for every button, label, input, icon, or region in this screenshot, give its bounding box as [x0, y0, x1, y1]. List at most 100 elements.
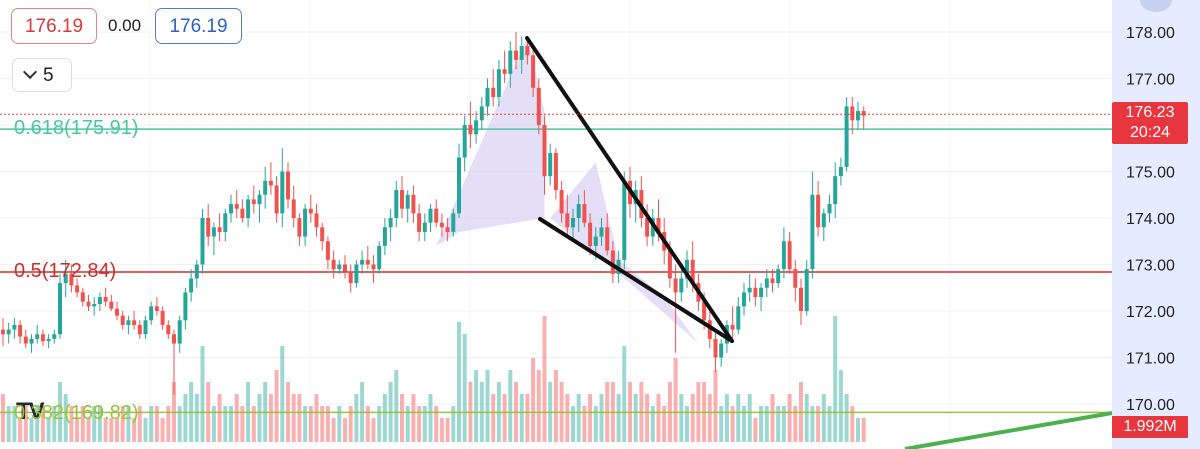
candle-body: [753, 287, 758, 298]
indicator-collapse-button[interactable]: 5: [12, 58, 72, 92]
candle-body: [274, 185, 279, 214]
candle-body: [781, 241, 786, 270]
price-tick-label: 172.00: [1126, 304, 1175, 321]
volume-bar: [582, 406, 587, 442]
indicator-count: 5: [43, 65, 54, 86]
volume-bar: [6, 406, 11, 442]
candle-body: [553, 152, 558, 191]
candle-body: [137, 324, 142, 335]
volume-bar: [753, 418, 758, 442]
volume-bar: [519, 394, 524, 442]
candle-body: [365, 259, 370, 265]
candle-body: [291, 199, 296, 218]
candle-body: [856, 111, 860, 121]
candle-body: [531, 55, 536, 88]
volume-bar: [633, 394, 638, 442]
volume-bar: [793, 406, 798, 442]
candle-body: [496, 69, 501, 98]
volume-bar: [137, 406, 142, 442]
bid-price-box[interactable]: 176.19: [11, 8, 97, 44]
candle-body: [280, 171, 285, 214]
volume-bar: [747, 394, 752, 442]
candle-body: [428, 208, 433, 223]
candle-body: [189, 278, 194, 293]
candle-body: [126, 320, 131, 325]
candle-body: [742, 292, 746, 307]
candle-body: [474, 120, 479, 135]
volume-bar: [707, 394, 712, 442]
volume-bar: [428, 394, 433, 442]
candle-body: [844, 106, 849, 167]
price-axis[interactable]: [1112, 0, 1200, 449]
candle-body: [411, 194, 416, 214]
volume-bar: [143, 418, 148, 442]
candle-body: [645, 218, 650, 237]
volume-bar: [787, 394, 792, 442]
price-tick-label: 177.00: [1126, 72, 1175, 89]
volume-bar: [371, 418, 376, 442]
candle-body: [548, 152, 553, 177]
candle-body: [764, 278, 769, 288]
volume-bar: [536, 370, 541, 442]
candle-body: [439, 222, 444, 228]
candle-body: [593, 236, 598, 246]
candle-body: [776, 269, 781, 284]
candle-body: [29, 338, 34, 344]
ask-price-box[interactable]: 176.19: [155, 8, 242, 44]
fibonacci-levels: [0, 128, 1112, 414]
volume-bar: [400, 394, 404, 442]
candle-body: [172, 334, 176, 344]
volume-bar: [297, 394, 302, 442]
volume-bar: [422, 406, 427, 442]
volume-bar: [645, 394, 650, 442]
volume-bars: [1, 316, 866, 442]
volume-bar: [23, 406, 28, 442]
volume-bar: [240, 406, 245, 442]
candle-body: [571, 218, 575, 228]
volume-bar: [662, 406, 667, 442]
volume-bar: [46, 418, 51, 442]
candle-body: [394, 190, 399, 218]
volume-bar: [713, 370, 718, 442]
candle-body: [314, 213, 319, 228]
candle-body: [485, 87, 490, 107]
volume-bar: [223, 406, 228, 442]
candle-body: [502, 69, 507, 74]
fib-label-0382: 0.382(169.82): [14, 402, 139, 424]
volume-bar: [730, 406, 735, 442]
volume-bar: [485, 370, 490, 442]
volume-bar: [764, 406, 769, 442]
candle-body: [377, 245, 382, 270]
candle-body: [268, 180, 273, 186]
candle-body: [229, 204, 233, 214]
candle-body: [149, 306, 154, 321]
volume-bar: [354, 394, 359, 442]
price-tick-label: 178.00: [1126, 25, 1175, 42]
volume-bar: [35, 406, 40, 442]
corner-scroll-button[interactable]: [1140, 0, 1172, 12]
volume-bar: [268, 394, 273, 442]
volume-bar: [531, 358, 536, 442]
candle-body: [246, 199, 251, 218]
volume-bar: [217, 394, 222, 442]
volume-bar: [211, 406, 216, 442]
volume-bar: [622, 346, 627, 442]
candle-body: [46, 338, 51, 342]
candle-body: [787, 241, 792, 270]
volume-bar: [576, 394, 581, 442]
price-tick-label: 175.00: [1126, 165, 1175, 182]
volume-bar: [200, 346, 205, 442]
candle-body: [519, 45, 524, 60]
volume-bar: [411, 394, 416, 442]
candle-body: [331, 259, 336, 270]
volume-bar: [92, 406, 97, 442]
volume-bar: [810, 406, 815, 442]
candle-body: [12, 324, 17, 330]
volume-bar: [599, 394, 604, 442]
volume-bar: [291, 394, 296, 442]
volume-bar: [337, 406, 342, 442]
candlestick-series: [1, 32, 866, 395]
candle-body: [821, 213, 826, 228]
candle-body: [679, 278, 684, 293]
